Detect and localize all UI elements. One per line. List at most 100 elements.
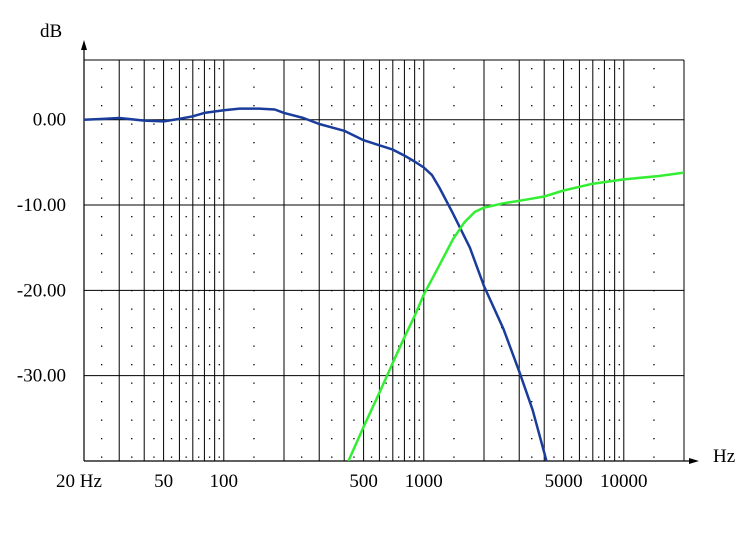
grid-dot [501, 234, 503, 236]
grid-dot [301, 456, 303, 458]
grid-dot [570, 105, 573, 107]
grid-dot [208, 345, 211, 347]
grid-dot [131, 419, 133, 421]
grid-dot [598, 179, 600, 181]
grid-dot [598, 234, 600, 236]
grid-dot [218, 216, 220, 218]
grid-dot [301, 160, 303, 162]
grid-dot [218, 345, 220, 347]
grid-dot [353, 364, 355, 366]
grid-dot [170, 438, 173, 440]
grid-dot [370, 345, 373, 347]
grid-dot [218, 86, 220, 88]
grid-dot [208, 234, 211, 236]
grid-dot [408, 160, 411, 162]
grid-dot [653, 86, 655, 88]
grid-dot [653, 216, 655, 218]
grid-dot [408, 419, 411, 421]
grid-dot [531, 382, 533, 384]
grid-dot [218, 197, 220, 199]
grid-dot [370, 179, 373, 181]
grid-dot [398, 216, 400, 218]
grid-dot [131, 456, 133, 458]
grid-dot [553, 438, 555, 440]
grid-dot [170, 234, 173, 236]
grid-dot [398, 364, 400, 366]
grid-dot [353, 197, 355, 199]
grid-dot [501, 419, 503, 421]
grid-dot [501, 68, 503, 70]
grid-dot [131, 216, 133, 218]
grid-dot [153, 160, 155, 162]
grid-dot [370, 234, 373, 236]
grid-dot [585, 401, 587, 403]
grid-dot [301, 86, 303, 88]
grid-dot [301, 271, 303, 273]
grid-dot [618, 401, 620, 403]
grid-dot [553, 364, 555, 366]
grid-dot [185, 382, 187, 384]
grid-dot [208, 68, 211, 70]
grid-dot [198, 253, 200, 255]
grid-dot [131, 68, 133, 70]
grid-dot [608, 327, 611, 329]
grid-dot [370, 68, 373, 70]
grid-dot [131, 234, 133, 236]
grid-dot [301, 197, 303, 199]
grid-dot [131, 160, 133, 162]
grid-dot [408, 68, 411, 70]
grid-dot [208, 438, 211, 440]
grid-dot [353, 271, 355, 273]
grid-dot [553, 327, 555, 329]
grid-dot [331, 253, 333, 255]
grid-dot [370, 438, 373, 440]
grid-dot [331, 68, 333, 70]
grid-dot [653, 327, 655, 329]
grid-dot [418, 382, 420, 384]
grid-dot [398, 142, 400, 144]
grid-dot [570, 234, 573, 236]
grid-dot [608, 419, 611, 421]
grid-dot [331, 327, 333, 329]
grid-dot [153, 197, 155, 199]
grid-dot [218, 364, 220, 366]
grid-dot [653, 105, 655, 107]
plot-axes [81, 40, 699, 464]
grid-dot [185, 86, 187, 88]
grid-dot [370, 327, 373, 329]
grid-dot [570, 86, 573, 88]
grid-dot [170, 216, 173, 218]
grid-dot [408, 438, 411, 440]
grid-dot [301, 364, 303, 366]
grid-dot [131, 253, 133, 255]
grid-dot [253, 401, 255, 403]
grid-dot [370, 419, 373, 421]
grid-dot [353, 123, 355, 125]
grid-dot [570, 456, 573, 458]
grid-dot [353, 68, 355, 70]
grid-dot [353, 438, 355, 440]
grid-dot [385, 234, 387, 236]
grid-dot [453, 68, 455, 70]
grid-dot [570, 438, 573, 440]
grid-dot [185, 271, 187, 273]
grid-dot [218, 438, 220, 440]
grid-dot [353, 419, 355, 421]
grid-dot [418, 216, 420, 218]
grid-dot [608, 364, 611, 366]
grid-dot [198, 364, 200, 366]
grid-dot [198, 401, 200, 403]
grid-dot [585, 456, 587, 458]
series-line-blue [84, 107, 548, 461]
grid-dot [608, 308, 611, 310]
grid-dot [608, 105, 611, 107]
grid-dot [585, 68, 587, 70]
grid-dot [501, 216, 503, 218]
grid-dot [453, 364, 455, 366]
grid-dot [501, 86, 503, 88]
grid-dot [353, 234, 355, 236]
grid-dot [398, 253, 400, 255]
grid-dot [570, 345, 573, 347]
grid-dot [301, 105, 303, 107]
